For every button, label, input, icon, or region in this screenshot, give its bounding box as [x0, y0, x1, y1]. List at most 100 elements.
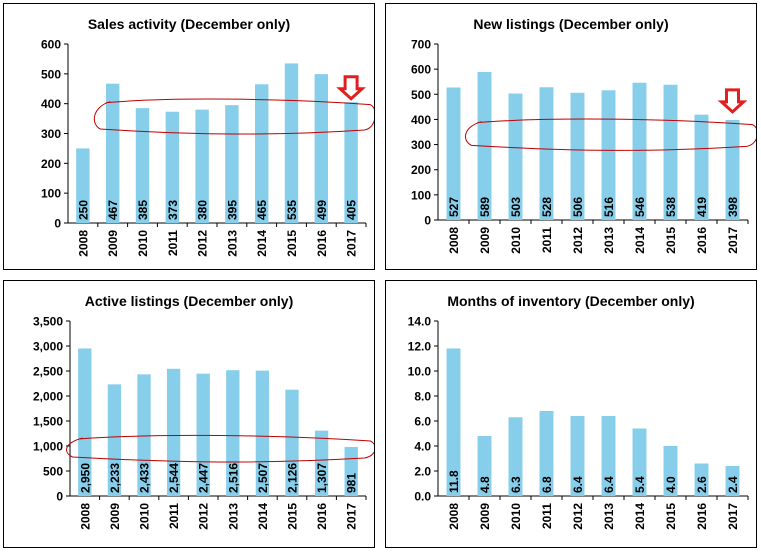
- bar: [477, 436, 492, 496]
- y-tick-label: 500: [43, 465, 63, 479]
- bar: [226, 370, 240, 496]
- x-tick-label: 2010: [509, 503, 523, 530]
- bar: [195, 109, 209, 223]
- data-label: 465: [255, 200, 269, 220]
- y-tick-label: 12.0: [408, 340, 432, 354]
- chart-panel-months-of-inventory: Months of inventory (December only) 0.0 2…: [385, 280, 757, 548]
- x-tick-label: 2012: [196, 230, 210, 257]
- y-tick-label: 600: [41, 38, 61, 52]
- bar: [105, 83, 120, 223]
- bar: [694, 463, 709, 496]
- data-label: 506: [571, 197, 585, 217]
- data-label: 398: [726, 197, 740, 217]
- bar: [166, 368, 181, 496]
- y-tick-label: 2,500: [33, 365, 63, 379]
- x-tick-label: 2011: [540, 227, 554, 253]
- bar: [632, 82, 647, 220]
- data-label: 5.4: [633, 476, 647, 493]
- y-tick-label: 200: [411, 163, 431, 177]
- data-label: 589: [478, 197, 492, 217]
- bar: [255, 370, 270, 496]
- data-label: 6.3: [509, 476, 523, 493]
- annotation-oval: [464, 118, 756, 151]
- data-label: 4.0: [664, 476, 678, 493]
- bar: [446, 87, 461, 220]
- data-label: 981: [345, 473, 359, 493]
- y-tick-label: 4.0: [414, 440, 431, 454]
- bar: [285, 389, 299, 496]
- data-label: 546: [633, 197, 647, 217]
- x-tick-label: 2014: [633, 227, 647, 254]
- chart-sales: 0 100 200 300 400 500 600 2008 250 2009 467 2010 385…: [41, 38, 374, 257]
- data-label: 535: [285, 200, 299, 220]
- x-tick-label: 2015: [664, 227, 678, 254]
- bar: [570, 416, 585, 496]
- chart-title: New listings (December only): [473, 16, 669, 32]
- y-tick-label: 100: [411, 188, 431, 202]
- y-tick-label: 400: [411, 113, 431, 127]
- bar: [165, 111, 180, 223]
- y-tick-label: 200: [41, 157, 61, 171]
- bar: [284, 63, 299, 224]
- data-label: 467: [106, 200, 120, 220]
- x-tick-label: 2014: [633, 503, 647, 530]
- chart-active-listings: 0 500 1,000 1,500 2,000 2,500 3,000 3,500 2008 2,…: [33, 315, 374, 530]
- y-tick-label: 0.0: [414, 490, 431, 504]
- chart-months-of-inventory: 0.0 2.0 4.0 6.0 8.0 10.0 12.0 14.0 2008 11.8 2009 4…: [408, 315, 749, 530]
- bar: [539, 87, 554, 220]
- x-tick-label: 2012: [571, 503, 585, 530]
- bar: [446, 348, 461, 496]
- data-label: 250: [76, 200, 90, 220]
- y-tick-label: 700: [411, 38, 431, 52]
- bar: [314, 74, 329, 223]
- x-tick-label: 2008: [447, 503, 461, 530]
- x-tick-label: 2011: [167, 503, 181, 529]
- bar: [196, 373, 210, 496]
- bar: [508, 93, 523, 220]
- y-tick-label: 100: [41, 187, 61, 201]
- bar: [694, 114, 709, 220]
- bar: [135, 108, 150, 223]
- x-tick-label: 2015: [664, 503, 678, 530]
- x-tick-label: 2010: [509, 227, 523, 254]
- x-tick-label: 2013: [225, 230, 239, 257]
- data-label: 2.6: [695, 476, 709, 493]
- x-tick-label: 2011: [540, 503, 554, 529]
- data-label: 2,126: [286, 463, 300, 493]
- x-tick-label: 2016: [315, 230, 329, 257]
- y-tick-label: 0: [54, 217, 61, 231]
- data-label: 2,950: [78, 463, 92, 493]
- bar: [225, 105, 239, 223]
- data-label: 2.4: [726, 476, 740, 493]
- bar: [663, 446, 678, 496]
- bar: [254, 84, 269, 224]
- y-tick-label: 2,000: [33, 390, 63, 404]
- down-arrow-icon: [717, 88, 748, 114]
- chart-panel-new-listings: New listings (December only) 0 100 200 300 4…: [385, 3, 757, 270]
- chart-panel-active-listings: Active listings (December only) 0 500 1,00…: [3, 280, 375, 548]
- y-tick-label: 500: [41, 67, 61, 81]
- x-tick-label: 2017: [726, 503, 740, 530]
- bar: [137, 374, 151, 496]
- data-label: 2,447: [197, 463, 211, 493]
- x-tick-label: 2017: [726, 227, 740, 254]
- x-tick-label: 2011: [166, 230, 180, 256]
- y-tick-label: 6.0: [414, 415, 431, 429]
- data-label: 2,516: [226, 463, 240, 493]
- x-tick-label: 2013: [602, 227, 616, 254]
- chart-new-listings: 0 100 200 300 400 500 600 700 2008 527 2009 589 2010…: [411, 38, 756, 254]
- y-tick-label: 2.0: [414, 465, 431, 479]
- data-label: 6.4: [602, 476, 616, 493]
- bar: [78, 348, 92, 496]
- y-tick-label: 8.0: [414, 390, 431, 404]
- y-tick-label: 3,500: [33, 315, 63, 329]
- bar: [725, 466, 740, 496]
- data-label: 527: [447, 197, 461, 217]
- bar: [107, 384, 122, 496]
- x-tick-label: 2016: [695, 227, 709, 254]
- data-label: 380: [196, 200, 210, 220]
- x-tick-label: 2008: [78, 503, 92, 530]
- bar: [601, 90, 616, 221]
- data-label: 4.8: [478, 476, 492, 493]
- data-label: 503: [509, 197, 523, 217]
